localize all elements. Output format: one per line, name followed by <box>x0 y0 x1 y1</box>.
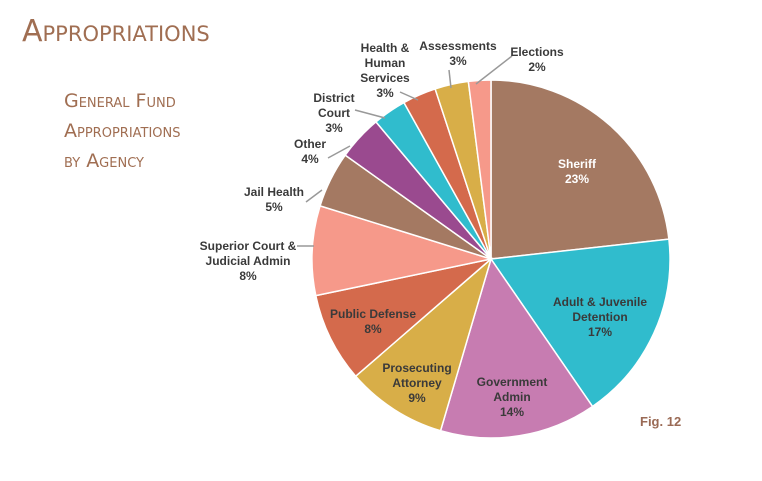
pie-slice-sheriff <box>490 79 670 260</box>
data-label-line: 5% <box>265 200 283 214</box>
data-label-line: 8% <box>364 322 382 336</box>
chart-subtitle: General Fund Appropriations by Agency <box>64 86 181 176</box>
data-label-line: Admin <box>493 390 530 404</box>
data-label: Other 4% <box>294 137 326 166</box>
data-label: Superior Court & Judicial Admin 8% <box>200 239 297 283</box>
data-label-line: Services <box>360 71 410 85</box>
pie-slice-prosecuting-attorney <box>354 256 493 432</box>
data-label: Adult & Juvenile Detention 17% <box>553 295 647 339</box>
data-label-line: Attorney <box>392 376 442 390</box>
data-label: Government Admin 14% <box>477 375 548 419</box>
leader-line <box>448 69 452 89</box>
data-label: Elections 2% <box>510 45 564 74</box>
data-label-line: Jail Health <box>244 185 304 199</box>
data-label-line: District <box>313 91 354 105</box>
data-label-line: 14% <box>500 405 524 419</box>
data-label: Assessments 3% <box>419 39 497 68</box>
data-label-line: Human <box>365 56 406 70</box>
data-label-line: Superior Court & <box>200 239 297 253</box>
data-label-line: 4% <box>301 152 319 166</box>
data-label-line: Judicial Admin <box>206 254 291 268</box>
data-label: Jail Health 5% <box>244 185 304 214</box>
data-label-line: 3% <box>376 86 394 100</box>
data-label-line: 8% <box>239 269 257 283</box>
data-label-line: Prosecuting <box>382 361 451 375</box>
leader-line <box>305 189 323 203</box>
figure-label: Fig. 12 <box>640 414 682 429</box>
data-label-line: 9% <box>408 391 426 405</box>
data-label-line: 17% <box>588 325 612 339</box>
leader-line <box>327 145 351 159</box>
data-label-line: 3% <box>325 121 343 135</box>
data-label-line: Sheriff <box>558 157 597 171</box>
data-label-line: Assessments <box>419 39 497 53</box>
data-label: District Court 3% <box>313 91 354 135</box>
data-label: Health & Human Services 3% <box>360 41 410 100</box>
subtitle-line: by Agency <box>64 150 144 172</box>
data-label: Public Defense 8% <box>330 307 416 336</box>
subtitle-line: General Fund <box>64 90 176 112</box>
data-label-line: Elections <box>510 45 564 59</box>
page-title: Appropriations <box>22 14 210 49</box>
pie-slice-superior-court-judicial-admin <box>311 204 494 297</box>
data-label-line: Health & <box>361 41 410 55</box>
data-label-line: Adult & Juvenile <box>553 295 647 309</box>
data-label-line: Detention <box>572 310 627 324</box>
data-label-line: 23% <box>565 172 589 186</box>
leader-line <box>399 91 419 101</box>
data-label: Prosecuting Attorney 9% <box>382 361 451 405</box>
data-label-line: Other <box>294 137 326 151</box>
leader-line <box>354 109 386 119</box>
data-label-line: Government <box>477 375 548 389</box>
data-label-line: 3% <box>449 54 467 68</box>
data-label: Sheriff 23% <box>558 157 597 186</box>
pie-slice-public-defense <box>314 257 494 378</box>
data-label-line: Public Defense <box>330 307 416 321</box>
data-label-line: Court <box>318 106 350 120</box>
data-label-line: 2% <box>528 60 546 74</box>
leader-line <box>475 55 513 85</box>
pie-slice-adult-juvenile-detention <box>489 238 671 408</box>
subtitle-line: Appropriations <box>64 120 181 142</box>
